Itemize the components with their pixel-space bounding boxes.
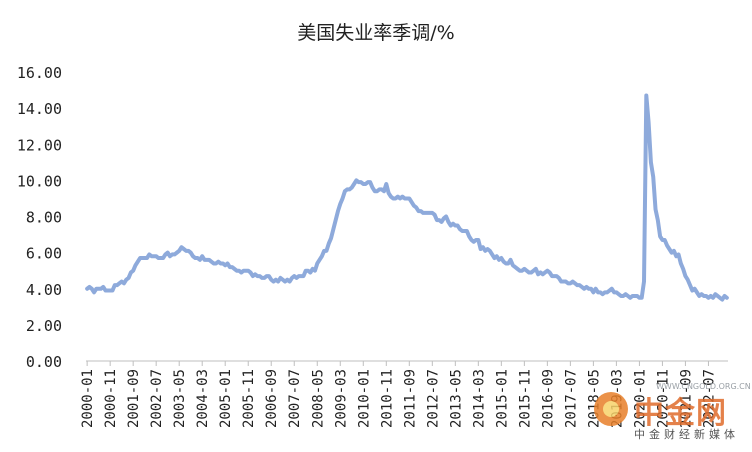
x-tick-label: 2020-11 xyxy=(655,369,671,428)
x-tick-label: 2005-11 xyxy=(241,369,257,428)
watermark-logo-icon xyxy=(594,392,628,426)
y-tick-label: 2.00 xyxy=(26,317,62,335)
x-tick-label: 2000-11 xyxy=(103,369,119,428)
watermark: WWW.CNGOLD.ORG.CN 中金网 中金财经新媒体 xyxy=(594,382,751,442)
series-line xyxy=(85,93,729,302)
x-tick-label: 2012-07 xyxy=(425,369,441,428)
x-tick-label: 2014-03 xyxy=(471,369,487,428)
x-tick-label: 2022-07 xyxy=(701,369,717,428)
y-axis: 0.00 2.00 4.00 6.00 8.00 10.00 12.00 14.00 16.00 xyxy=(17,64,62,371)
x-tick-label: 2011-09 xyxy=(402,369,418,428)
x-tick-label: 2001-09 xyxy=(126,369,142,428)
x-tick-label: 2000-01 xyxy=(80,369,96,428)
x-tick-label: 2017-07 xyxy=(563,369,579,428)
y-tick-label: 12.00 xyxy=(17,136,62,154)
x-tick-label: 2015-01 xyxy=(494,369,510,428)
x-tick-label: 2007-07 xyxy=(287,369,303,428)
y-tick-label: 10.00 xyxy=(17,172,62,190)
chart-title: 美国失业率季调/% xyxy=(297,22,455,44)
x-tick-label: 2003-05 xyxy=(172,369,188,428)
x-tick-label: 2015-11 xyxy=(517,369,533,428)
x-tick-label: 2006-09 xyxy=(264,369,280,428)
x-tick-label: 2004-03 xyxy=(195,369,211,428)
watermark-url: WWW.CNGOLD.ORG.CN xyxy=(656,382,751,391)
series-group xyxy=(85,93,729,302)
x-tick-label: 2009-03 xyxy=(333,369,349,428)
x-tick-label: 2010-11 xyxy=(379,369,395,428)
y-tick-label: 8.00 xyxy=(26,209,62,227)
x-tick-label: 2021-09 xyxy=(678,369,694,428)
watermark-subtitle: 中金财经新媒体 xyxy=(634,428,739,441)
y-tick-label: 4.00 xyxy=(26,281,62,299)
y-tick-label: 14.00 xyxy=(17,100,62,118)
x-tick-label: 2002-07 xyxy=(149,369,165,428)
x-tick-label: 2005-01 xyxy=(218,369,234,428)
y-tick-label: 16.00 xyxy=(17,64,62,82)
x-tick-label: 2013-05 xyxy=(448,369,464,428)
y-tick-label: 0.00 xyxy=(26,353,62,371)
x-axis: 2000-01 2000-11 2001-09 2002-07 2003-05 2004-… xyxy=(80,360,728,428)
x-tick-label: 2020-01 xyxy=(632,369,648,428)
y-tick-label: 6.00 xyxy=(26,245,62,263)
x-tick-label: 2016-09 xyxy=(540,369,556,428)
x-tick-label: 2010-01 xyxy=(356,369,372,428)
x-tick-label: 2008-05 xyxy=(310,369,326,428)
watermark-text: 中金网 xyxy=(634,396,727,431)
